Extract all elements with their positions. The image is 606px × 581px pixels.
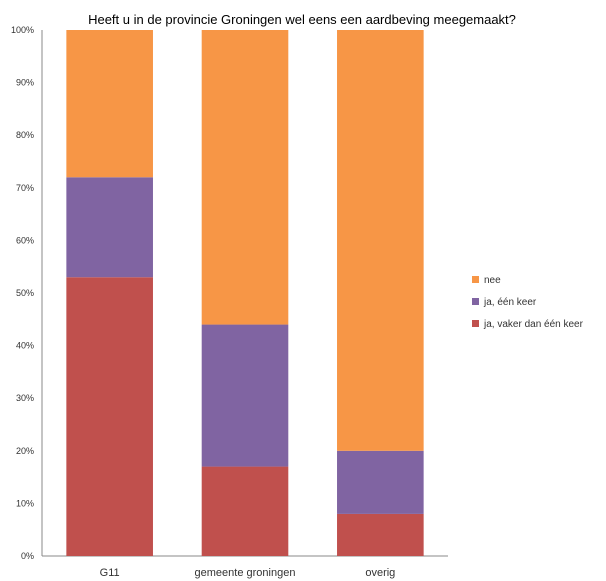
bar-segment-overig-nee (337, 30, 424, 451)
y-tick-label: 50% (16, 288, 34, 298)
chart-title: Heeft u in de provincie Groningen wel ee… (88, 12, 516, 27)
y-tick-label: 60% (16, 235, 34, 245)
x-tick-label: overig (365, 567, 395, 579)
legend-swatch-ja-n-keer (472, 298, 479, 305)
y-tick-label: 80% (16, 130, 34, 140)
y-tick-label: 20% (16, 446, 34, 456)
legend-label-ja-vaker-dan-n-keer: ja, vaker dan één keer (483, 319, 584, 330)
y-tick-label: 10% (16, 498, 34, 508)
bar-segment-g11-nee (66, 30, 153, 178)
bar-segment-gemeente-groningen-ja-vaker-dan-n-keer (201, 466, 289, 556)
bar-segment-g11-ja-vaker-dan-n-keer (66, 277, 153, 556)
y-tick-label: 40% (16, 341, 34, 351)
y-tick-label: 30% (16, 393, 34, 403)
bar-segment-g11-ja-n-keer (66, 177, 153, 278)
y-tick-label: 0% (21, 551, 34, 561)
bar-segment-overig-ja-n-keer (337, 450, 424, 514)
legend-swatch-ja-vaker-dan-n-keer (472, 320, 479, 327)
y-tick-label: 70% (16, 183, 34, 193)
legend-label-ja-n-keer: ja, één keer (483, 297, 537, 308)
bar-segment-overig-ja-vaker-dan-n-keer (337, 513, 424, 556)
y-tick-label: 100% (11, 25, 34, 35)
x-tick-label: G11 (100, 567, 120, 579)
legend-label-nee: nee (484, 275, 501, 286)
bar-segment-gemeente-groningen-nee (201, 30, 289, 325)
x-tick-label: gemeente groningen (195, 567, 296, 579)
y-tick-label: 90% (16, 78, 34, 88)
legend-swatch-nee (472, 276, 479, 283)
bar-segment-gemeente-groningen-ja-n-keer (201, 324, 289, 467)
